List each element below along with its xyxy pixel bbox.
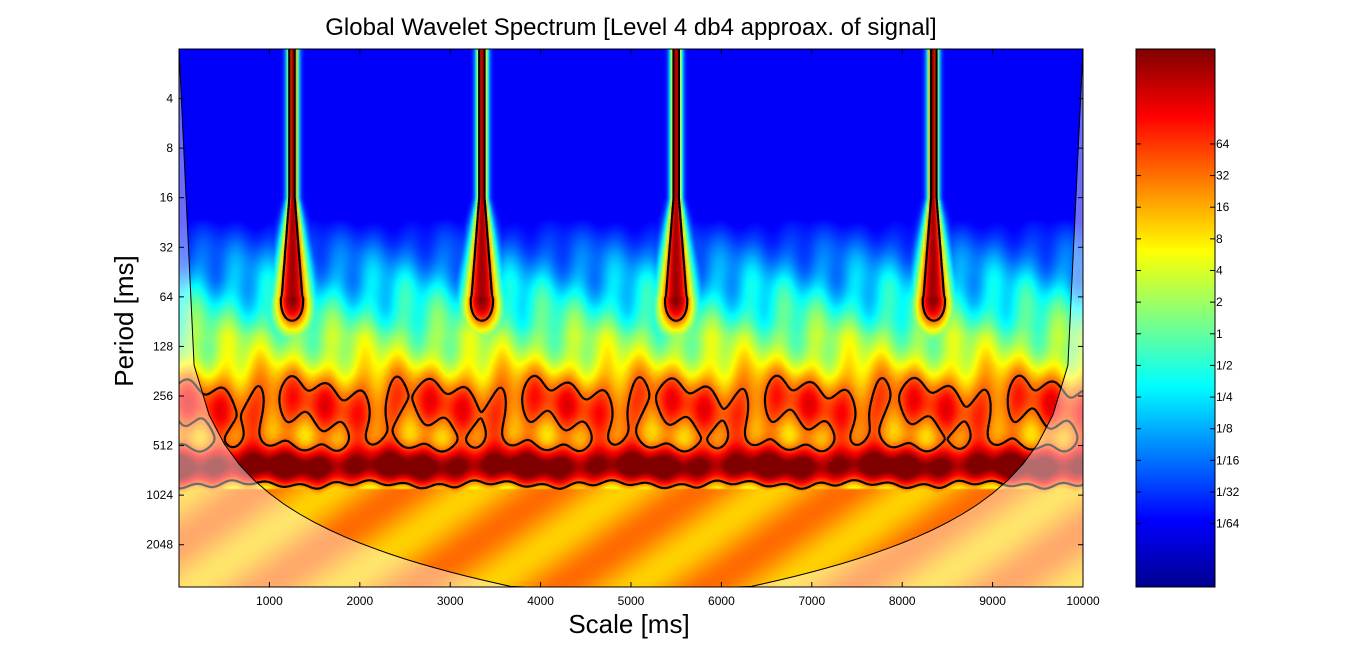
cone-of-influence xyxy=(179,49,1083,587)
significance-contours xyxy=(179,49,1083,490)
y-axis: 4 8 16 32 64 128 256 512 1024 2048 xyxy=(146,92,1083,552)
colorbar-tick-label: 1/2 xyxy=(1216,358,1233,372)
colorbar-tick-label: 64 xyxy=(1216,137,1230,151)
plot-area: 1000 2000 3000 4000 5000 6000 7000 8000 9000 1000… xyxy=(146,48,1100,608)
y-tick-label: 1024 xyxy=(146,488,173,502)
y-axis-label: Period [ms] xyxy=(109,255,139,387)
x-tick-label: 4000 xyxy=(527,594,554,608)
wavelet-power-heatmap xyxy=(179,49,1083,587)
colorbar-frame xyxy=(1135,48,1216,588)
y-tick-label: 256 xyxy=(153,389,173,403)
x-axis-label: Scale [ms] xyxy=(568,609,689,639)
y-tick-label: 512 xyxy=(153,439,173,453)
y-tick-label: 2048 xyxy=(146,538,173,552)
colorbar-tick-label: 1/8 xyxy=(1216,422,1233,436)
colorbar-tick-label: 4 xyxy=(1216,263,1223,277)
x-axis: 1000 2000 3000 4000 5000 6000 7000 8000 9000 1000… xyxy=(256,49,1100,608)
colorbar-tick-label: 1/32 xyxy=(1216,485,1240,499)
y-tick-label: 8 xyxy=(166,141,173,155)
colorbar-gradient xyxy=(1136,49,1215,587)
y-tick-label: 4 xyxy=(166,92,173,106)
colorbar-tick-label: 8 xyxy=(1216,232,1223,246)
y-tick-label: 64 xyxy=(160,290,174,304)
x-tick-label: 6000 xyxy=(708,594,735,608)
x-tick-label: 1000 xyxy=(256,594,283,608)
colorbar-tick-label: 1 xyxy=(1216,327,1223,341)
y-tick-label: 32 xyxy=(160,240,174,254)
chart-title: Global Wavelet Spectrum [Level 4 db4 app… xyxy=(325,14,936,41)
x-tick-label: 5000 xyxy=(618,594,645,608)
contour-line xyxy=(179,49,1083,490)
colorbar-tick-label: 1/64 xyxy=(1216,517,1240,531)
colorbar-tick-label: 16 xyxy=(1216,200,1230,214)
x-tick-label: 2000 xyxy=(346,594,373,608)
colorbar-ticks: 1/64 1/32 1/16 1/8 1/4 1/2 1 2 4 8 16 32 64 xyxy=(1136,137,1240,531)
colorbar-tick-label: 2 xyxy=(1216,295,1223,309)
y-tick-label: 128 xyxy=(153,339,173,353)
y-tick-label: 16 xyxy=(160,191,174,205)
x-tick-label: 7000 xyxy=(798,594,825,608)
x-tick-label: 10000 xyxy=(1066,594,1100,608)
colorbar-tick-label: 1/4 xyxy=(1216,390,1233,404)
colorbar-tick-label: 1/16 xyxy=(1216,453,1240,467)
colorbar-tick-label: 32 xyxy=(1216,169,1230,183)
x-tick-label: 3000 xyxy=(437,594,464,608)
colorbar: 1/64 1/32 1/16 1/8 1/4 1/2 1 2 4 8 16 32 64 xyxy=(1135,48,1240,588)
x-tick-label: 9000 xyxy=(979,594,1006,608)
x-tick-label: 8000 xyxy=(889,594,916,608)
